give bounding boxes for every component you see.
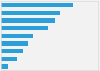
Bar <box>1 34 33 38</box>
Bar <box>1 11 60 15</box>
Bar <box>1 41 28 46</box>
Bar <box>1 64 8 69</box>
Bar <box>1 18 55 23</box>
Bar <box>1 3 73 7</box>
Bar <box>1 57 17 61</box>
Bar <box>1 49 23 53</box>
Bar <box>1 26 48 30</box>
